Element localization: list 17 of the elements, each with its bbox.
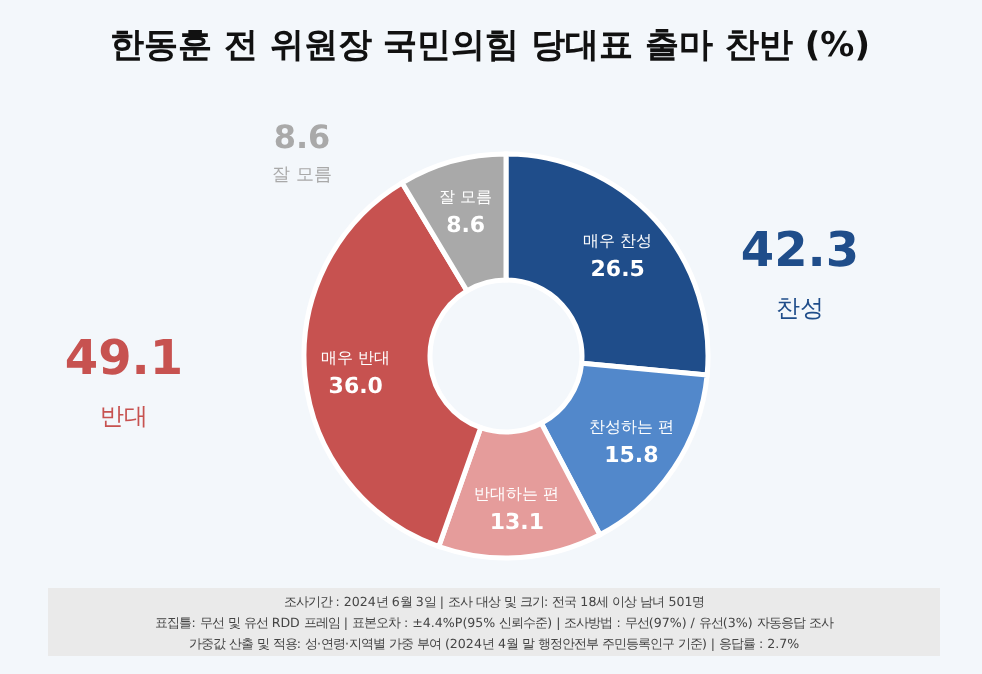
slice-label: 반대하는 편: [474, 484, 560, 503]
data-label: 15.8: [604, 442, 659, 469]
slice-label: 잘 모름: [439, 188, 493, 207]
slice-label: 매우 찬성: [583, 232, 653, 251]
slice-label: 찬성하는 편: [588, 418, 674, 437]
data-label: 36.0: [328, 373, 384, 400]
text: 8.6: [273, 118, 331, 156]
slice-label: 매우 반대: [321, 349, 391, 368]
data-label: 8.6: [446, 212, 486, 239]
text: 49.1: [64, 330, 184, 386]
chart-title: 한동훈 전 위원장 국민의힘 당대표 출마 찬반 (%): [109, 26, 871, 66]
data-label: 26.5: [590, 256, 645, 283]
text: 찬성: [776, 294, 824, 322]
text: 잘 모름: [272, 166, 332, 186]
text: 42.3: [740, 222, 860, 278]
data-label: 13.1: [489, 508, 545, 535]
text: 반대: [100, 402, 148, 430]
